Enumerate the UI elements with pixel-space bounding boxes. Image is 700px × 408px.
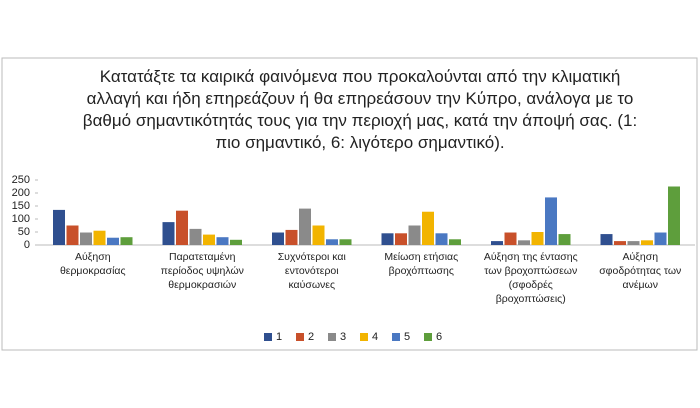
bar: [422, 211, 434, 245]
bar: [614, 241, 626, 245]
chart-title: Κατατάξτε τα καιρικά φαινόμενα που προκα…: [82, 67, 638, 152]
bar: [120, 237, 133, 245]
x-tick-label: Μείωση ετήσιας βροχόπτωσης: [384, 251, 459, 277]
bar: [53, 209, 65, 245]
bar: [216, 237, 229, 245]
y-tick-label: 50: [18, 226, 30, 238]
x-tick-label: Συχνότεροι και εντονότεροι καύσωνες: [277, 251, 346, 291]
legend-label: 6: [436, 331, 442, 343]
bar: [668, 186, 680, 245]
bar: [285, 229, 298, 245]
x-tick-label: Αύξηση της έντασης των βροχοπτώσεων (σφο…: [483, 251, 578, 305]
legend-swatch: [360, 333, 368, 341]
bar: [641, 240, 653, 245]
y-tick-label: 250: [12, 174, 30, 186]
y-tick-label: 100: [12, 213, 30, 225]
legend-label: 1: [276, 331, 282, 343]
bar: [80, 232, 92, 245]
chart-frame: [1, 57, 698, 351]
legend-label: 4: [372, 331, 378, 343]
legend-swatch: [392, 333, 400, 341]
bar: [627, 241, 640, 245]
bar: [299, 208, 311, 245]
y-tick-label: 200: [12, 187, 30, 199]
bar: [272, 232, 284, 245]
bar: [504, 232, 517, 245]
bar: [531, 232, 544, 245]
bar: [312, 225, 325, 245]
legend-swatch: [328, 333, 336, 341]
x-tick-label: Παρατεταμένη περίοδος υψηλών θερμοκρασιώ…: [160, 251, 244, 291]
bar: [395, 233, 407, 245]
bar: [326, 239, 338, 245]
bar: [545, 197, 557, 245]
x-tick-label: Αύξηση σφοδρότητας των ανέμων: [599, 251, 682, 291]
bar: [339, 239, 352, 245]
y-tick-label: 0: [24, 239, 30, 251]
bar: [189, 228, 202, 245]
bar: [408, 225, 421, 245]
bar: [491, 241, 503, 245]
bar: [654, 232, 667, 245]
bar: [435, 233, 448, 245]
y-tick-label: 150: [12, 200, 30, 212]
legend-swatch: [296, 333, 304, 341]
x-tick-label: Αύξηση θερμοκρασίας: [59, 251, 126, 277]
bar: [162, 222, 175, 245]
bar: [518, 240, 530, 245]
legend-swatch: [264, 333, 272, 341]
bar: [558, 234, 571, 245]
legend-label: 2: [308, 331, 314, 343]
bar: [203, 234, 215, 245]
bar: [449, 239, 461, 245]
bar: [600, 234, 613, 245]
bar: [176, 210, 188, 245]
legend-swatch: [424, 333, 432, 341]
legend-label: 5: [404, 331, 410, 343]
bar: [381, 233, 394, 245]
bar: [107, 237, 119, 245]
bar: [66, 225, 79, 245]
bar: [230, 239, 242, 245]
bar: [93, 230, 106, 245]
legend-label: 3: [340, 331, 346, 343]
